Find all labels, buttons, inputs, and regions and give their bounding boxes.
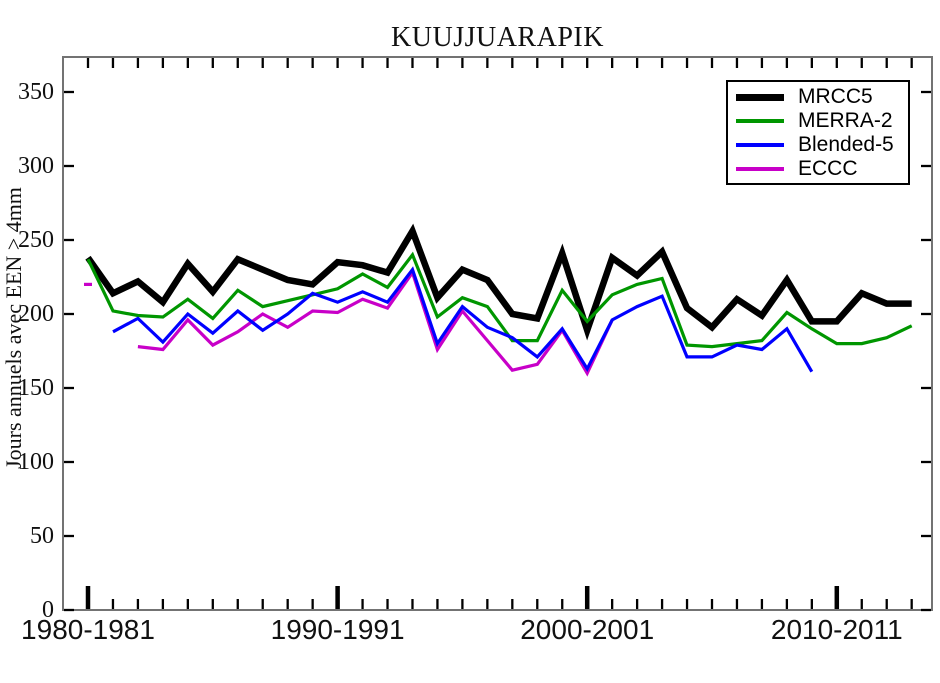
y-tick-label: 250 <box>18 227 54 253</box>
series-line-ECCC <box>137 269 614 377</box>
chart-title: KUUJJUARAPIK <box>391 22 604 53</box>
x-tick-label: 2000-2001 <box>520 614 655 645</box>
legend-label: Blended-5 <box>798 133 894 156</box>
legend-line-swatch <box>736 167 784 171</box>
y-tick-label: 350 <box>18 79 54 105</box>
x-tick-label: 2010-2011 <box>770 614 903 645</box>
y-tick-label: 150 <box>18 375 54 401</box>
legend-item: ECCC <box>728 157 908 181</box>
plot-frame <box>62 56 933 611</box>
y-tick-label: 200 <box>18 301 54 327</box>
legend-item: MERRA-2 <box>728 109 908 133</box>
legend-item: MRCC5 <box>728 85 908 109</box>
series-line-MRCC5 <box>85 223 912 341</box>
y-tick-label: 100 <box>18 449 54 475</box>
legend: MRCC5 MERRA-2 Blended-5 ECCC <box>726 80 910 185</box>
x-tick-label: 1980-1981 <box>21 614 155 645</box>
legend-label: ECCC <box>798 157 858 180</box>
y-tick-label: 50 <box>30 523 54 549</box>
legend-item: Blended-5 <box>728 133 908 157</box>
y-tick-label: 0 <box>42 597 54 623</box>
legend-label: MERRA-2 <box>798 109 893 132</box>
series-line-Blended-5 <box>112 266 814 373</box>
legend-line-swatch <box>736 143 784 147</box>
series-line-MERRA-2 <box>86 251 913 349</box>
y-tick-label: 300 <box>18 153 54 179</box>
legend-line-swatch <box>736 93 784 101</box>
legend-label: MRCC5 <box>798 85 873 108</box>
x-tick-label: 1990-1991 <box>270 614 405 645</box>
legend-line-swatch <box>736 119 784 123</box>
